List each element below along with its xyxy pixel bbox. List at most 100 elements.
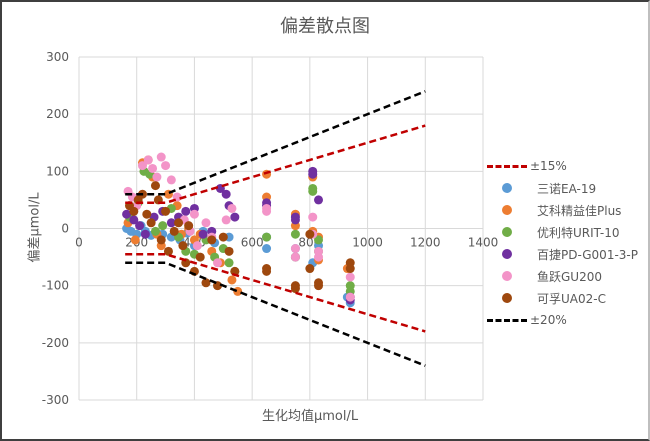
data-point [314, 235, 324, 245]
y-tick-label: 100 [46, 164, 69, 178]
legend-label: ±15% [530, 159, 567, 173]
data-point [213, 258, 223, 268]
data-point [305, 229, 315, 239]
data-point [227, 275, 237, 285]
data-point [146, 218, 156, 228]
data-point [290, 284, 300, 294]
data-point [290, 252, 300, 262]
x-tick-label: 1200 [410, 236, 441, 250]
data-point [129, 206, 139, 216]
legend-label: 优利特URIT-10 [537, 225, 620, 240]
data-point [169, 226, 179, 236]
data-point [314, 195, 324, 205]
data-point [174, 218, 184, 228]
data-point [201, 278, 211, 288]
marker-dot-icon [487, 271, 527, 281]
legend-label: 可孚UA02-C [537, 291, 606, 306]
data-point [184, 221, 194, 231]
data-point [122, 209, 132, 219]
data-point [135, 221, 145, 231]
data-point [230, 212, 240, 222]
legend-item: 可孚UA02-C [487, 287, 638, 309]
data-point [129, 215, 139, 225]
dashed-line-icon [487, 318, 527, 322]
marker-dot-icon [487, 293, 527, 303]
data-point [152, 172, 162, 182]
data-point [166, 218, 176, 228]
data-point [262, 203, 272, 213]
data-point [262, 232, 272, 242]
x-tick-label: 600 [241, 236, 264, 250]
legend-item: ±15% [487, 155, 638, 177]
data-point [181, 206, 191, 216]
legend-item: 三诺EA-19 [487, 177, 638, 199]
reference-line [125, 124, 426, 205]
reference-line [125, 261, 426, 367]
y-axis-label: 偏差μmol/L [27, 192, 43, 263]
data-point [143, 155, 153, 165]
data-point [198, 229, 208, 239]
data-point [262, 266, 272, 276]
data-point [161, 161, 171, 171]
legend-item: 百捷PD-G001-3-P [487, 243, 638, 265]
y-tick-label: -200 [42, 336, 69, 350]
legend-label: 鱼跃GU200 [537, 269, 602, 284]
marker-dot-icon [487, 205, 527, 215]
data-point [207, 235, 217, 245]
data-point [163, 246, 173, 256]
data-point [224, 258, 234, 268]
data-point [308, 166, 318, 176]
x-tick-label: 0 [75, 236, 83, 250]
data-point [137, 161, 147, 171]
data-point [158, 221, 168, 231]
marker-dot-icon [487, 183, 527, 193]
data-point [345, 272, 355, 282]
data-point [221, 189, 231, 199]
data-point [130, 235, 140, 245]
legend: ±15% 三诺EA-19 艾科精益佳Plus 优利特URIT-10 百捷PD-G001-… [487, 155, 638, 331]
data-point [221, 215, 231, 225]
reference-line [125, 90, 426, 196]
data-point [290, 244, 300, 254]
reference-line [125, 252, 426, 333]
dashed-line-icon [487, 164, 527, 168]
data-point [314, 281, 324, 291]
y-tick-label: 0 [61, 222, 69, 236]
legend-item: ±20% [487, 309, 638, 331]
x-tick-label: 1000 [352, 236, 383, 250]
data-point [189, 209, 199, 219]
data-point [201, 218, 211, 228]
legend-label: 三诺EA-19 [537, 181, 597, 196]
legend-item: 鱼跃GU200 [487, 265, 638, 287]
marker-dot-icon [487, 227, 527, 237]
legend-label: ±20% [530, 313, 567, 327]
legend-label: 百捷PD-G001-3-P [537, 247, 638, 262]
legend-label: 艾科精益佳Plus [537, 203, 622, 218]
data-point [262, 244, 272, 254]
data-point [156, 235, 166, 245]
data-point [148, 163, 158, 173]
data-point [290, 215, 300, 225]
data-point [156, 152, 166, 162]
legend-item: 优利特URIT-10 [487, 221, 638, 243]
x-axis-label: 生化均值μmol/L [261, 409, 359, 424]
y-tick-label: 300 [46, 50, 69, 64]
chart-title: 偏差散点图 [280, 16, 370, 37]
data-point [150, 181, 160, 191]
data-point [161, 206, 171, 216]
data-point [227, 203, 237, 213]
data-point [345, 292, 355, 302]
data-point [178, 241, 188, 251]
data-point [195, 252, 205, 262]
data-point [218, 232, 228, 242]
data-point [305, 264, 315, 274]
x-tick-label: 1400 [468, 236, 499, 250]
y-tick-label: -300 [42, 393, 69, 407]
y-tick-label: -100 [42, 279, 69, 293]
data-point [345, 264, 355, 274]
data-point [233, 286, 243, 296]
data-point [224, 246, 234, 256]
legend-item: 艾科精益佳Plus [487, 199, 638, 221]
